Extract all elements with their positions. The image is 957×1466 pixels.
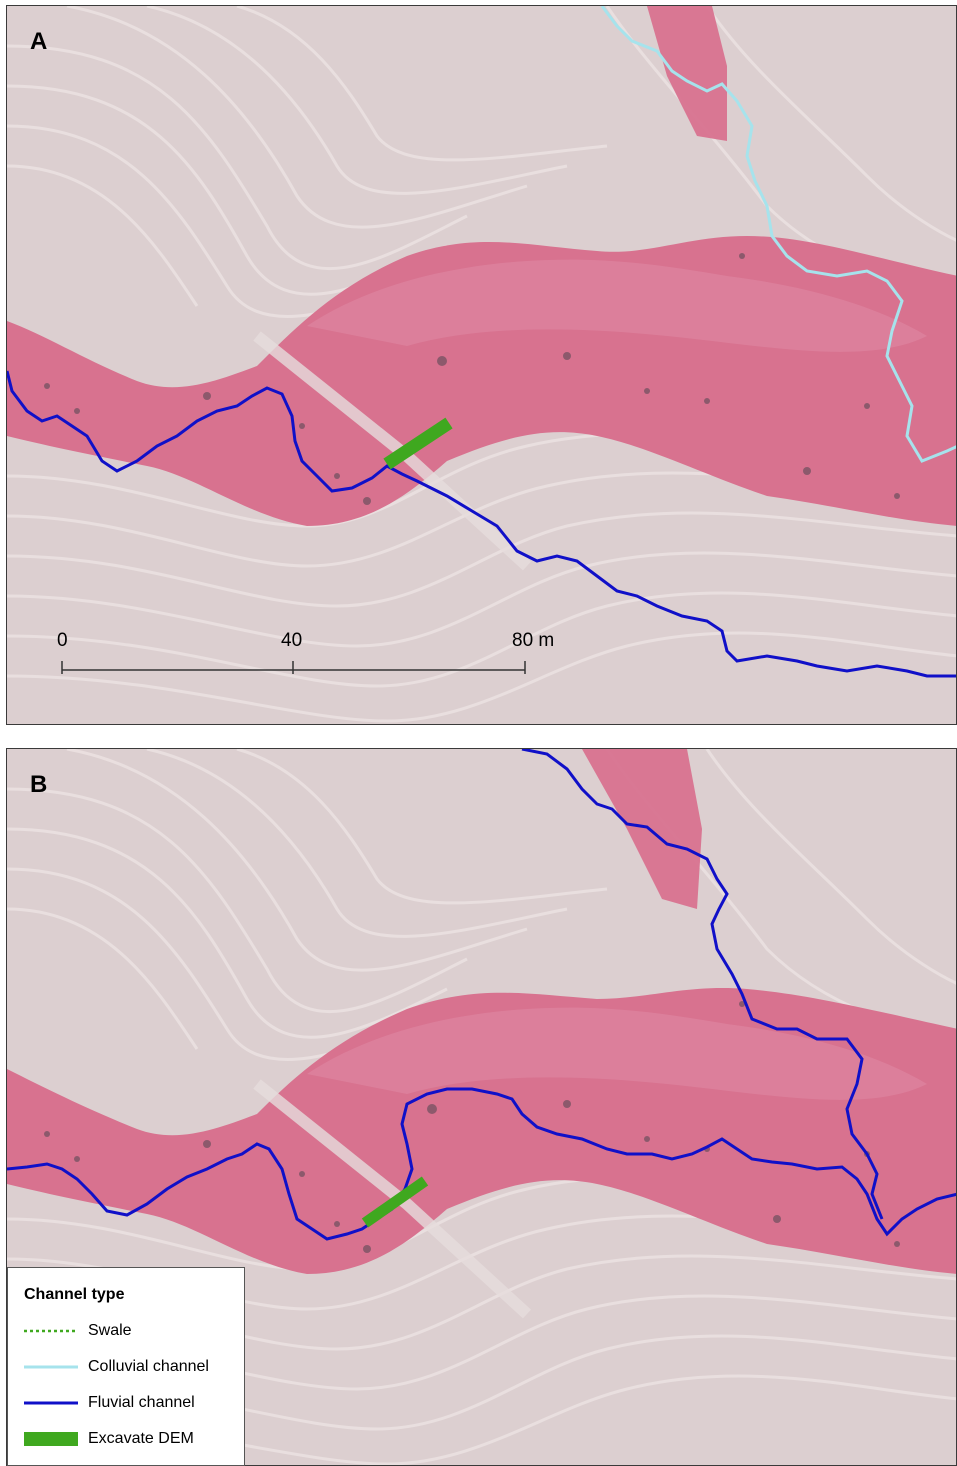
legend-item-excavate: Excavate DEM bbox=[24, 1428, 244, 1450]
legend-title: Channel type bbox=[24, 1286, 125, 1303]
excavate-swatch-icon bbox=[24, 1432, 78, 1446]
scale-tick-0: 0 bbox=[57, 630, 68, 651]
legend-item-fluvial: Fluvial channel bbox=[24, 1392, 244, 1414]
excavate-dem-segment bbox=[361, 1176, 429, 1228]
legend-label-fluvial: Fluvial channel bbox=[88, 1394, 195, 1411]
panel-label-b: B bbox=[30, 771, 48, 798]
dirt-track bbox=[253, 1079, 532, 1319]
legend-item-swale: Swale bbox=[24, 1320, 244, 1342]
scale-tick-40: 40 bbox=[281, 630, 303, 651]
vegetation-zone-light bbox=[307, 1007, 927, 1100]
legend-label-colluvial: Colluvial channel bbox=[88, 1358, 209, 1375]
fluvial-channel-line-upper bbox=[521, 749, 884, 1220]
fluvial-channel-line bbox=[7, 370, 956, 678]
colluvial-channel-line bbox=[600, 6, 956, 463]
panel-label-a: A bbox=[30, 28, 48, 55]
map-panel-a[interactable]: A 0 40 80 m bbox=[6, 5, 957, 725]
vegetation-zone-upper bbox=[647, 6, 727, 141]
vegetation-zone-upper bbox=[582, 749, 702, 909]
map-panel-b[interactable]: B bbox=[6, 748, 957, 1466]
shrub-spots bbox=[44, 253, 900, 505]
excavate-dem-segment bbox=[383, 417, 453, 470]
fluvial-channel-line bbox=[7, 1087, 956, 1241]
legend-label-swale: Swale bbox=[88, 1322, 132, 1339]
legend-item-colluvial: Colluvial channel bbox=[24, 1356, 244, 1378]
colluvial-swatch-icon bbox=[24, 1365, 78, 1369]
legend-label-excavate: Excavate DEM bbox=[88, 1430, 194, 1447]
map-a-canvas bbox=[7, 6, 956, 724]
swale-swatch-icon bbox=[24, 1329, 76, 1333]
fluvial-swatch-icon bbox=[24, 1401, 78, 1405]
vegetation-zone-light bbox=[307, 259, 927, 352]
shrub-spots bbox=[44, 1001, 900, 1253]
scale-tick-80m: 80 m bbox=[512, 630, 555, 651]
map-b-canvas bbox=[7, 749, 956, 1465]
legend: Channel type Swale Colluvial channel Flu… bbox=[7, 1267, 245, 1466]
